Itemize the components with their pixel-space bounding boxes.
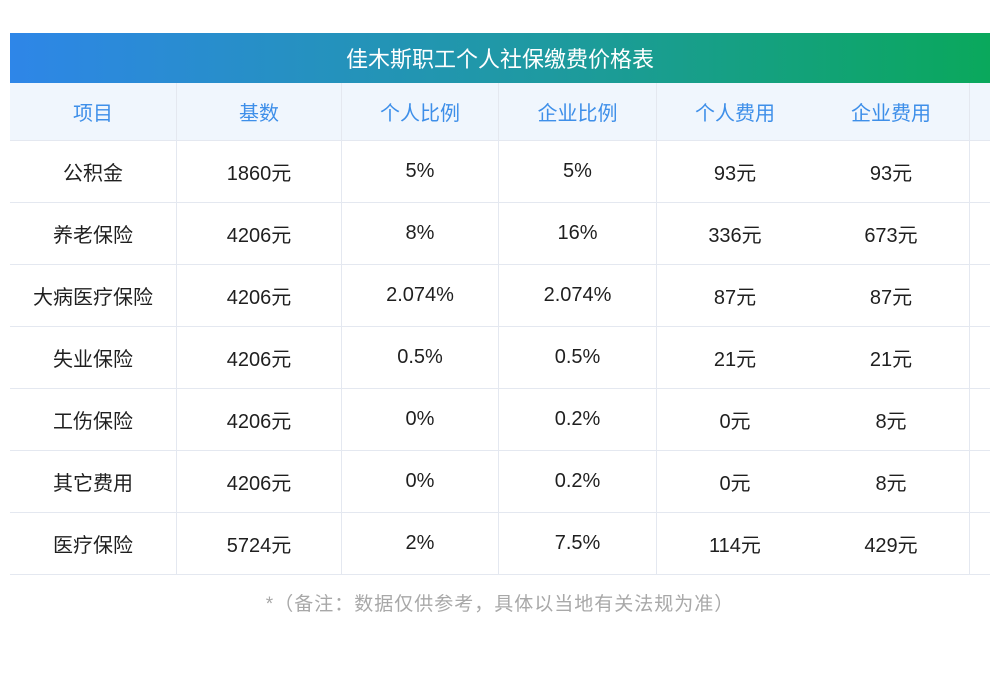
- cell-company-fee: 93元: [813, 141, 970, 202]
- cell-personal-rate: 2.074%: [342, 265, 499, 326]
- cell-personal-rate: 0.5%: [342, 327, 499, 388]
- cell-personal-fee: 93元: [713, 163, 757, 185]
- cell-company-fee: 8元: [813, 389, 970, 450]
- cell-project: 公积金: [10, 141, 177, 202]
- cell-personal-fee: 0元: [719, 411, 751, 433]
- table-row-pension: 养老保险 4206元 8% 16% 336元 673元: [10, 202, 990, 264]
- column-header-project: 项目: [10, 83, 177, 140]
- cell-company-rate: 0.2%: [499, 389, 657, 450]
- table-row-work-injury: 工伤保险 4206元 0% 0.2% 0元 8元: [10, 388, 990, 450]
- cell-company-rate: 0.2%: [499, 451, 657, 512]
- cell-personal-fee: 0元: [719, 473, 751, 495]
- cell-base: 4206元: [177, 451, 342, 512]
- cell-base: 4206元: [177, 203, 342, 264]
- column-header-personal-fee: 个人费用: [695, 103, 775, 125]
- cell-personal-rate: 5%: [342, 141, 499, 202]
- cell-base: 4206元: [177, 327, 342, 388]
- column-header-personal-rate: 个人比例: [342, 83, 499, 140]
- table-row-unemployment: 失业保险 4206元 0.5% 0.5% 21元 21元: [10, 326, 990, 388]
- cell-personal-fee: 114元: [709, 535, 761, 557]
- cell-project: 失业保险: [10, 327, 177, 388]
- cell-personal-fee: 87元: [713, 287, 757, 309]
- cell-company-rate: 16%: [499, 203, 657, 264]
- footnote: *（备注：数据仅供参考，具体以当地有关法规为准）: [265, 594, 735, 615]
- filler-cell: [970, 389, 990, 450]
- table-title-bar: 佳木斯职工个人社保缴费价格表: [10, 33, 990, 83]
- cell-company-fee: 8元: [813, 451, 970, 512]
- table-row-other-fees: 其它费用 4206元 0% 0.2% 0元 8元: [10, 450, 990, 512]
- table-row-housing-fund: 公积金 1860元 5% 5% 93元 93元: [10, 140, 990, 202]
- cell-company-rate: 5%: [499, 141, 657, 202]
- cell-personal-fee: 21元: [713, 349, 757, 371]
- cell-company-fee: 87元: [813, 265, 970, 326]
- cell-company-fee: 429元: [813, 513, 970, 574]
- cell-base: 4206元: [177, 389, 342, 450]
- column-header-company-rate: 企业比例: [499, 83, 657, 140]
- cell-project: 养老保险: [10, 203, 177, 264]
- cell-base: 1860元: [177, 141, 342, 202]
- cell-personal-rate: 0%: [342, 451, 499, 512]
- column-header-company-fee: 企业费用: [813, 83, 970, 140]
- cell-company-fee: 673元: [813, 203, 970, 264]
- cell-personal-rate: 8%: [342, 203, 499, 264]
- column-header-base: 基数: [177, 83, 342, 140]
- filler-cell: [970, 451, 990, 512]
- table-row-medical: 医疗保险 5724元 2% 7.5% 114元 429元: [10, 512, 990, 574]
- cell-project: 其它费用: [10, 451, 177, 512]
- cell-company-rate: 2.074%: [499, 265, 657, 326]
- filler-cell: [970, 141, 990, 202]
- cell-base: 5724元: [177, 513, 342, 574]
- table-body: 公积金 1860元 5% 5% 93元 93元 养老保险 4206元 8% 16…: [10, 140, 990, 575]
- cell-project: 医疗保险: [10, 513, 177, 574]
- table-title: 佳木斯职工个人社保缴费价格表: [345, 47, 654, 72]
- cell-project: 工伤保险: [10, 389, 177, 450]
- filler-cell: [970, 513, 990, 574]
- header-filler-cell: [970, 83, 990, 140]
- table-header-row: 项目 基数 个人比例 企业比例 个人费用 企业费用: [10, 83, 990, 140]
- cell-personal-fee: 336元: [708, 225, 762, 247]
- filler-cell: [970, 265, 990, 326]
- cell-project: 大病医疗保险: [10, 265, 177, 326]
- cell-base: 4206元: [177, 265, 342, 326]
- cell-company-fee: 21元: [813, 327, 970, 388]
- price-table-card: 佳木斯职工个人社保缴费价格表 项目 基数 个人比例 企业比例 个人费用 企业费用…: [10, 33, 990, 575]
- cell-personal-rate: 2%: [342, 513, 499, 574]
- cell-company-rate: 7.5%: [499, 513, 657, 574]
- cell-personal-rate: 0%: [342, 389, 499, 450]
- cell-company-rate: 0.5%: [499, 327, 657, 388]
- table-row-serious-illness-medical: 大病医疗保险 4206元 2.074% 2.074% 87元 87元: [10, 264, 990, 326]
- filler-cell: [970, 327, 990, 388]
- filler-cell: [970, 203, 990, 264]
